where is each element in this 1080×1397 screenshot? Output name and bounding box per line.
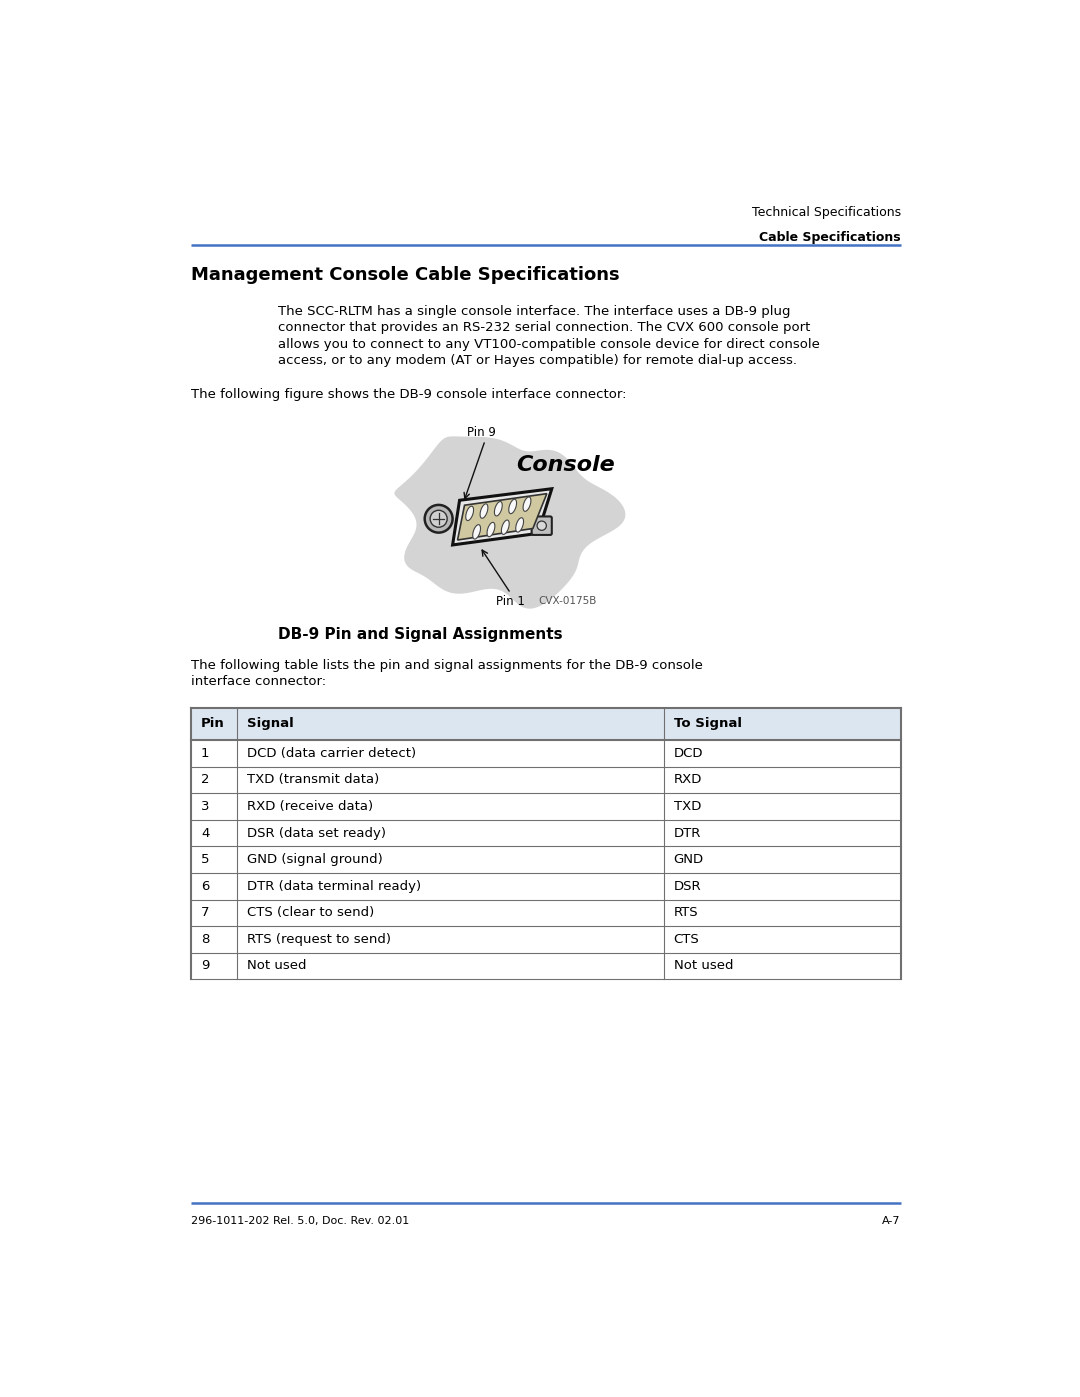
- Text: access, or to any modem (AT or Hayes compatible) for remote dial-up access.: access, or to any modem (AT or Hayes com…: [279, 355, 797, 367]
- Text: DCD: DCD: [674, 747, 703, 760]
- Text: CTS: CTS: [674, 933, 700, 946]
- Text: The following figure shows the DB-9 console interface connector:: The following figure shows the DB-9 cons…: [191, 388, 626, 401]
- Text: Console: Console: [516, 455, 615, 475]
- Text: RTS (request to send): RTS (request to send): [247, 933, 391, 946]
- Text: Not used: Not used: [247, 960, 307, 972]
- Text: DSR: DSR: [674, 880, 701, 893]
- Text: 5: 5: [201, 854, 210, 866]
- Polygon shape: [481, 504, 488, 518]
- FancyBboxPatch shape: [531, 517, 552, 535]
- Polygon shape: [458, 493, 546, 541]
- Text: 2: 2: [201, 774, 210, 787]
- Text: CVX-0175B: CVX-0175B: [538, 595, 596, 606]
- Text: TXD: TXD: [674, 800, 701, 813]
- Text: Pin: Pin: [201, 718, 225, 731]
- Circle shape: [424, 504, 453, 532]
- Text: CTS (clear to send): CTS (clear to send): [247, 907, 375, 919]
- Text: Management Console Cable Specifications: Management Console Cable Specifications: [191, 267, 620, 284]
- Text: DB-9 Pin and Signal Assignments: DB-9 Pin and Signal Assignments: [279, 627, 563, 641]
- Text: allows you to connect to any VT100-compatible console device for direct console: allows you to connect to any VT100-compa…: [279, 338, 820, 351]
- FancyBboxPatch shape: [191, 708, 901, 740]
- Polygon shape: [487, 522, 495, 536]
- Text: A-7: A-7: [882, 1215, 901, 1225]
- Text: Not used: Not used: [674, 960, 733, 972]
- Text: Technical Specifications: Technical Specifications: [752, 207, 901, 219]
- Text: To Signal: To Signal: [674, 718, 742, 731]
- Polygon shape: [453, 489, 552, 545]
- Text: 7: 7: [201, 907, 210, 919]
- Text: RTS: RTS: [674, 907, 699, 919]
- Text: RXD: RXD: [674, 774, 702, 787]
- Polygon shape: [501, 520, 509, 535]
- Circle shape: [430, 510, 447, 527]
- Text: Cable Specifications: Cable Specifications: [759, 231, 901, 244]
- Text: Pin 9: Pin 9: [467, 426, 496, 439]
- Text: connector that provides an RS-232 serial connection. The CVX 600 console port: connector that provides an RS-232 serial…: [279, 321, 811, 334]
- Polygon shape: [495, 502, 502, 515]
- Text: 8: 8: [201, 933, 210, 946]
- Text: GND (signal ground): GND (signal ground): [247, 854, 383, 866]
- Text: RXD (receive data): RXD (receive data): [247, 800, 374, 813]
- Text: interface connector:: interface connector:: [191, 676, 326, 689]
- Text: 4: 4: [201, 827, 210, 840]
- Text: DCD (data carrier detect): DCD (data carrier detect): [247, 747, 417, 760]
- Text: The following table lists the pin and signal assignments for the DB-9 console: The following table lists the pin and si…: [191, 659, 703, 672]
- Text: 1: 1: [201, 747, 210, 760]
- Circle shape: [537, 521, 546, 531]
- Text: 296-1011-202 Rel. 5.0, Doc. Rev. 02.01: 296-1011-202 Rel. 5.0, Doc. Rev. 02.01: [191, 1215, 409, 1225]
- Text: GND: GND: [674, 854, 704, 866]
- Polygon shape: [509, 499, 516, 514]
- Polygon shape: [523, 497, 531, 511]
- Text: 9: 9: [201, 960, 210, 972]
- Polygon shape: [473, 525, 481, 539]
- Polygon shape: [516, 518, 524, 532]
- Polygon shape: [394, 436, 625, 609]
- Text: DTR (data terminal ready): DTR (data terminal ready): [247, 880, 421, 893]
- Text: TXD (transmit data): TXD (transmit data): [247, 774, 380, 787]
- Text: DTR: DTR: [674, 827, 701, 840]
- Text: The SCC-RLTM has a single console interface. The interface uses a DB-9 plug: The SCC-RLTM has a single console interf…: [279, 305, 791, 317]
- Text: Pin 1: Pin 1: [497, 595, 525, 608]
- Text: 6: 6: [201, 880, 210, 893]
- Text: DSR (data set ready): DSR (data set ready): [247, 827, 387, 840]
- Polygon shape: [465, 506, 473, 521]
- Text: Signal: Signal: [247, 718, 294, 731]
- Text: 3: 3: [201, 800, 210, 813]
